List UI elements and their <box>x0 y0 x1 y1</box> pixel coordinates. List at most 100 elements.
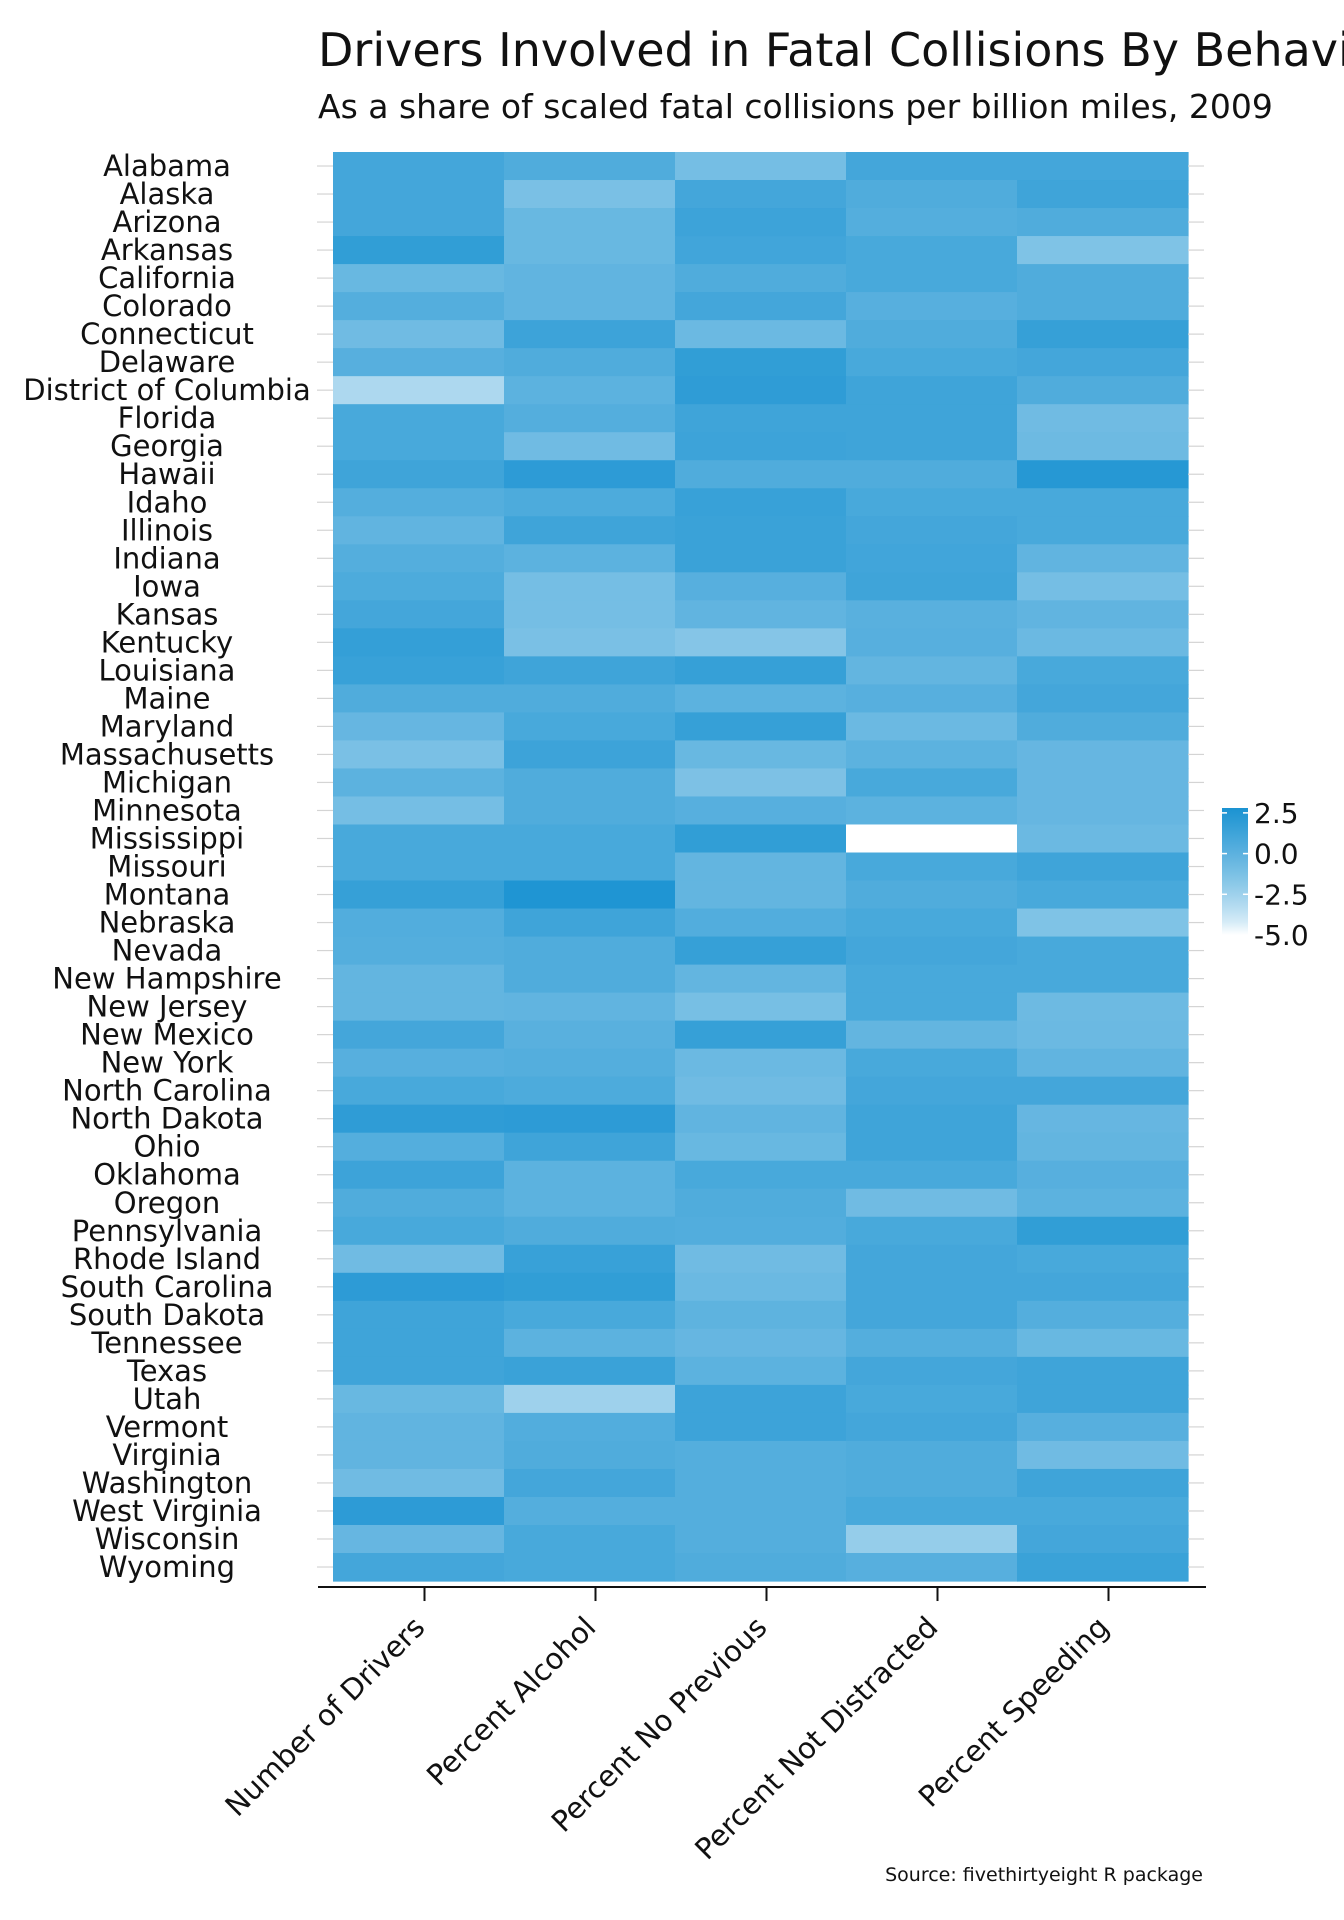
heat-cell <box>1017 1356 1189 1386</box>
heat-cell <box>333 572 505 601</box>
heat-cell <box>1017 1468 1189 1498</box>
heat-cell <box>1017 1020 1189 1050</box>
heat-cell <box>333 292 505 321</box>
heat-cell <box>675 516 847 545</box>
heat-cell <box>333 992 505 1022</box>
heat-cell <box>846 964 1018 994</box>
column-label: Percent Speeding <box>912 1610 1116 1814</box>
heat-cell <box>675 404 847 433</box>
row-label: Kansas <box>116 597 219 631</box>
heat-cell <box>1017 1440 1189 1470</box>
row-label: Massachusetts <box>60 737 274 771</box>
row-label: Idaho <box>127 485 208 519</box>
heat-cell <box>675 348 847 377</box>
legend-label: 0.0 <box>1254 838 1299 871</box>
heat-cell <box>333 460 505 489</box>
heat-cell <box>333 1076 505 1106</box>
heat-cell <box>1017 264 1189 293</box>
heat-cell <box>1017 852 1189 882</box>
heat-cell <box>333 600 505 629</box>
row-label: North Carolina <box>62 1074 272 1108</box>
heat-cell <box>504 376 676 405</box>
heat-cell <box>504 1412 676 1442</box>
heat-cell <box>675 1132 847 1162</box>
row-label: Maryland <box>100 709 235 743</box>
heat-cell <box>846 320 1018 349</box>
column-label: Percent Alcohol <box>420 1610 603 1793</box>
row-label: Arizona <box>113 205 222 239</box>
heat-cell <box>333 1328 505 1358</box>
heat-cell <box>333 488 505 517</box>
row-label: Wyoming <box>99 1550 235 1584</box>
heat-cell <box>333 740 505 770</box>
heat-cell <box>504 880 676 910</box>
row-label: Pennsylvania <box>72 1214 263 1248</box>
heat-cell <box>675 600 847 629</box>
heat-cell <box>504 1048 676 1078</box>
heat-cell <box>675 320 847 349</box>
heat-cell <box>504 1076 676 1106</box>
legend-label: -5.0 <box>1254 919 1309 952</box>
heat-cell <box>504 824 676 854</box>
heat-cell <box>504 348 676 377</box>
heat-cell <box>1017 1048 1189 1078</box>
heat-cell <box>846 600 1018 629</box>
heat-cell <box>846 1104 1018 1134</box>
heat-cell <box>846 628 1018 657</box>
heat-cell <box>675 1272 847 1302</box>
heat-cell <box>846 796 1018 826</box>
heat-cell <box>846 1356 1018 1386</box>
heat-cell <box>1017 572 1189 601</box>
heat-cell <box>675 1020 847 1050</box>
row-label: New Jersey <box>87 990 248 1024</box>
legend-color-bar <box>1222 808 1248 935</box>
heat-cell <box>1017 404 1189 433</box>
heat-cell <box>675 628 847 657</box>
row-label: South Carolina <box>61 1270 274 1304</box>
row-label: North Dakota <box>70 1102 263 1136</box>
heat-cell <box>846 684 1018 713</box>
row-ticks <box>317 165 1204 1568</box>
heat-cell <box>846 992 1018 1022</box>
heat-cell <box>504 180 676 209</box>
row-label: Texas <box>126 1354 207 1388</box>
row-label: New York <box>101 1046 234 1080</box>
heat-cell <box>333 1132 505 1162</box>
heat-cell <box>504 992 676 1022</box>
heat-cell <box>504 1188 676 1218</box>
heat-cell <box>1017 544 1189 573</box>
heat-cell <box>846 1496 1018 1526</box>
heat-cell <box>504 152 676 181</box>
heat-cell <box>846 1160 1018 1190</box>
heat-cell <box>1017 656 1189 685</box>
heat-cell <box>1017 628 1189 657</box>
row-label: Missouri <box>107 850 226 884</box>
heat-cell <box>846 208 1018 237</box>
row-label: California <box>98 261 236 295</box>
row-label: Delaware <box>99 345 236 379</box>
heat-cell <box>675 852 847 882</box>
heat-cell <box>504 684 676 713</box>
heat-cell <box>675 880 847 910</box>
heat-cell <box>333 908 505 938</box>
heat-cell <box>333 684 505 713</box>
heat-cell <box>846 824 1018 854</box>
row-label: Utah <box>133 1382 202 1416</box>
row-label: Wisconsin <box>95 1522 240 1556</box>
heat-cell <box>504 740 676 770</box>
heat-cell <box>504 236 676 265</box>
row-label: Connecticut <box>80 317 254 351</box>
heat-cell <box>675 908 847 938</box>
heat-cell <box>846 1412 1018 1442</box>
row-label: Alabama <box>103 149 231 183</box>
heat-cell <box>333 964 505 994</box>
heat-cell <box>504 1468 676 1498</box>
heat-cell <box>675 1188 847 1218</box>
heat-cell <box>1017 1188 1189 1218</box>
heat-cell <box>333 516 505 545</box>
heat-cell <box>846 572 1018 601</box>
row-label: Florida <box>118 401 217 435</box>
heat-cell <box>846 348 1018 377</box>
